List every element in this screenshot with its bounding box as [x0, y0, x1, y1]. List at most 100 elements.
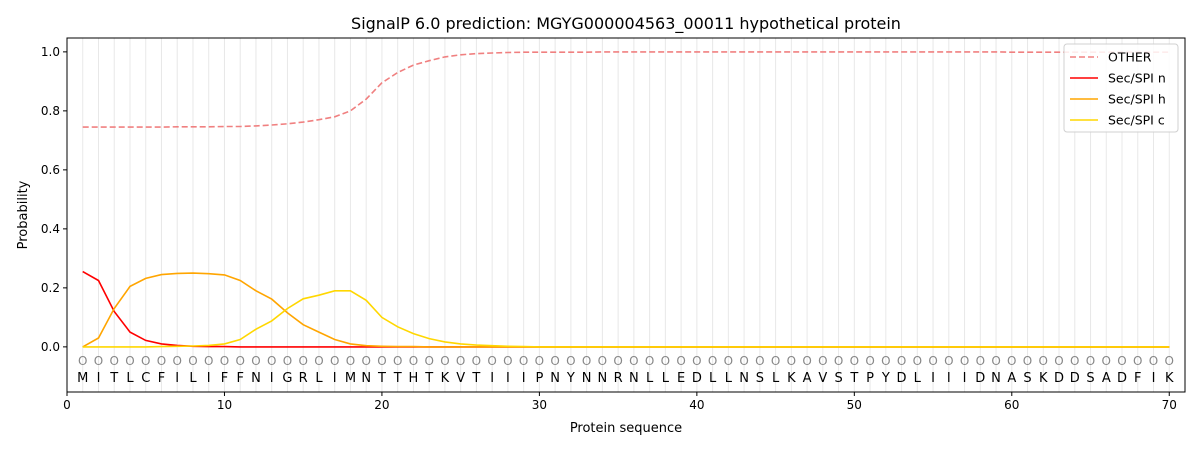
- legend-label: Sec/SPI h: [1108, 92, 1166, 107]
- residue-label: D: [975, 371, 985, 386]
- residue-label: N: [991, 371, 1001, 386]
- residue-label: I: [207, 371, 211, 386]
- legend-label: OTHER: [1108, 50, 1152, 65]
- region-marker: O: [125, 354, 134, 368]
- x-tick-label: 30: [532, 398, 547, 412]
- residue-label: V: [818, 371, 827, 386]
- region-marker: O: [94, 354, 103, 368]
- legend-box: [1063, 43, 1179, 133]
- residue-label: T: [424, 371, 433, 386]
- residue-label: F: [236, 371, 243, 386]
- residue-label: L: [189, 371, 197, 386]
- residue-label: Y: [566, 371, 575, 386]
- region-marker: O: [1054, 354, 1063, 368]
- residue-label: F: [158, 371, 165, 386]
- region-marker: O: [346, 354, 355, 368]
- residue-label: K: [1165, 371, 1174, 386]
- legend-label: Sec/SPI c: [1108, 113, 1165, 128]
- region-marker: O: [314, 354, 323, 368]
- residue-label: D: [1070, 371, 1080, 386]
- residue-label: S: [1086, 371, 1094, 386]
- x-tick-label: 60: [1004, 398, 1019, 412]
- residue-label: D: [692, 371, 702, 386]
- region-marker: O: [1070, 354, 1079, 368]
- region-marker: O: [755, 354, 764, 368]
- residue-label: I: [522, 371, 526, 386]
- residue-label: N: [361, 371, 371, 386]
- y-axis-label: Probability: [16, 180, 31, 249]
- region-marker: O: [409, 354, 418, 368]
- region-marker: O: [661, 354, 670, 368]
- region-marker: O: [283, 354, 292, 368]
- residue-label: L: [315, 371, 323, 386]
- region-marker: O: [850, 354, 859, 368]
- region-marker: O: [818, 354, 827, 368]
- residue-label: I: [931, 371, 935, 386]
- region-marker: O: [330, 354, 339, 368]
- x-tick-label: 0: [63, 398, 71, 412]
- region-marker: O: [1039, 354, 1048, 368]
- residue-label: I: [333, 371, 337, 386]
- residue-label: M: [77, 371, 88, 386]
- residue-label: K: [1039, 371, 1048, 386]
- region-marker: O: [440, 354, 449, 368]
- residue-label: I: [963, 371, 967, 386]
- region-marker: O: [739, 354, 748, 368]
- region-marker: O: [456, 354, 465, 368]
- region-marker: O: [1117, 354, 1126, 368]
- series-line-sec-spi-c: [82, 289, 1170, 348]
- region-marker: O: [1149, 354, 1158, 368]
- plot-frame: [66, 37, 1186, 393]
- residue-label: C: [141, 371, 150, 386]
- region-marker: O: [519, 354, 528, 368]
- region-marker: O: [881, 354, 890, 368]
- residue-label: I: [947, 371, 951, 386]
- region-marker: O: [991, 354, 1000, 368]
- residue-label: A: [1102, 371, 1111, 386]
- legend: OTHER Sec/SPI n Sec/SPI h Sec/SPI c: [1063, 43, 1179, 133]
- region-marker: O: [708, 354, 717, 368]
- residue-label: N: [251, 371, 261, 386]
- residue-label: T: [109, 371, 118, 386]
- region-marker: O: [251, 354, 260, 368]
- region-marker: O: [424, 354, 433, 368]
- region-marker: O: [913, 354, 922, 368]
- residue-label: N: [582, 371, 592, 386]
- region-marker: O: [1023, 354, 1032, 368]
- residue-label: T: [471, 371, 480, 386]
- residue-label: T: [377, 371, 386, 386]
- residue-label: H: [409, 371, 419, 386]
- y-tick-label: 0.4: [41, 222, 60, 236]
- residue-label: N: [739, 371, 749, 386]
- region-marker: O: [1102, 354, 1111, 368]
- region-marker: O: [834, 354, 843, 368]
- residue-label: I: [175, 371, 179, 386]
- region-marker: O: [1165, 354, 1174, 368]
- region-marker: O: [1133, 354, 1142, 368]
- residue-label: L: [772, 371, 780, 386]
- region-marker: O: [865, 354, 874, 368]
- residue-label: I: [270, 371, 274, 386]
- residue-label: I: [490, 371, 494, 386]
- region-marker: O: [613, 354, 622, 368]
- region-marker: O: [645, 354, 654, 368]
- region-marker: O: [535, 354, 544, 368]
- residue-label: T: [849, 371, 858, 386]
- residue-label: K: [441, 371, 450, 386]
- residue-label: S: [1023, 371, 1031, 386]
- region-marker: O: [566, 354, 575, 368]
- residue-label: L: [646, 371, 654, 386]
- residue-label: D: [897, 371, 907, 386]
- y-tick-label: 1.0: [41, 45, 60, 59]
- residue-label: E: [677, 371, 685, 386]
- residue-label: R: [299, 371, 308, 386]
- region-marker: O: [1007, 354, 1016, 368]
- region-marker: O: [361, 354, 370, 368]
- region-marker: O: [960, 354, 969, 368]
- x-tick-label: 20: [374, 398, 389, 412]
- y-tick-label: 0.0: [41, 340, 60, 354]
- region-marker: O: [235, 354, 244, 368]
- residue-label: N: [598, 371, 608, 386]
- residue-label: A: [803, 371, 812, 386]
- region-marker: O: [141, 354, 150, 368]
